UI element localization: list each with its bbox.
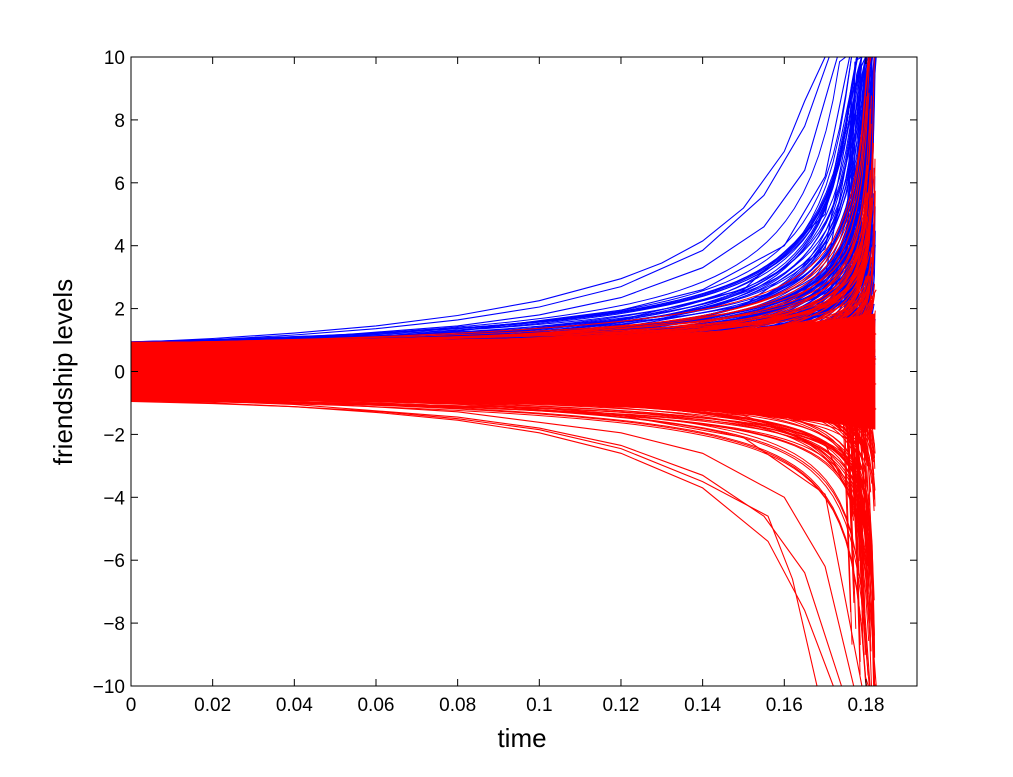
y-axis-label: friendship levels bbox=[48, 279, 78, 465]
series-line bbox=[131, 397, 866, 538]
series-layer bbox=[131, 57, 876, 686]
x-tick-label: 0.16 bbox=[766, 695, 803, 716]
series-line bbox=[131, 381, 874, 686]
series-line bbox=[131, 400, 833, 686]
series-line bbox=[131, 57, 869, 347]
x-tick-label: 0.08 bbox=[439, 695, 476, 716]
series-line bbox=[131, 57, 857, 342]
series-line bbox=[131, 57, 862, 350]
series-line bbox=[131, 401, 817, 686]
series-line bbox=[131, 393, 874, 686]
y-tick-label: −2 bbox=[103, 425, 125, 446]
y-tick-label: 2 bbox=[114, 300, 125, 321]
series-line bbox=[131, 398, 867, 686]
series-line bbox=[131, 57, 871, 347]
series-line bbox=[131, 388, 875, 686]
series-line bbox=[131, 57, 850, 346]
x-tick-label: 0.1 bbox=[526, 695, 552, 716]
y-tick-label: 8 bbox=[114, 111, 125, 132]
x-tick-label: 0.06 bbox=[357, 695, 394, 716]
x-tick-label: 0.04 bbox=[276, 695, 313, 716]
y-tick-label: −8 bbox=[103, 614, 125, 635]
x-axis-label: time bbox=[497, 723, 546, 753]
series-line bbox=[131, 57, 862, 350]
series-line bbox=[131, 57, 829, 343]
series-line bbox=[131, 57, 869, 347]
series-line bbox=[131, 57, 857, 342]
x-tick-label: 0 bbox=[126, 695, 137, 716]
y-tick-label: 10 bbox=[104, 48, 125, 69]
x-tick-label: 0.14 bbox=[684, 695, 721, 716]
series-line bbox=[131, 400, 869, 511]
y-tick-label: 0 bbox=[114, 363, 125, 384]
y-tick-label: −6 bbox=[103, 551, 125, 572]
x-tick-label: 0.18 bbox=[847, 695, 884, 716]
series-line bbox=[131, 397, 854, 686]
series-lower-group bbox=[131, 57, 876, 686]
series-line bbox=[131, 395, 868, 676]
y-tick-label: −10 bbox=[93, 677, 125, 698]
series-line bbox=[131, 387, 874, 686]
y-tick-label: 4 bbox=[114, 237, 125, 258]
series-line bbox=[131, 397, 869, 686]
series-line bbox=[131, 57, 872, 346]
series-line bbox=[131, 57, 869, 348]
series-line bbox=[131, 127, 872, 344]
x-tick-label: 0.12 bbox=[602, 695, 639, 716]
y-tick-label: −4 bbox=[103, 488, 125, 509]
series-line bbox=[131, 57, 846, 343]
series-line bbox=[131, 57, 857, 351]
y-tick-label: 6 bbox=[114, 174, 125, 195]
x-tick-label: 0.02 bbox=[194, 695, 231, 716]
series-line bbox=[131, 394, 862, 687]
series-line bbox=[131, 401, 874, 601]
series-line bbox=[131, 397, 865, 626]
series-line bbox=[131, 386, 874, 686]
series-line bbox=[131, 387, 876, 686]
series-line bbox=[131, 400, 872, 615]
